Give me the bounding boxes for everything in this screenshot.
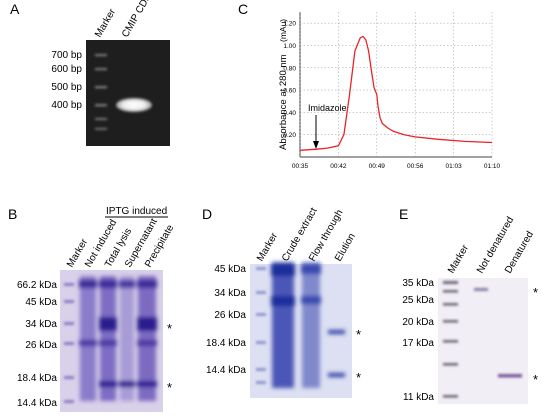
x-tick-label: 00:42 — [330, 163, 347, 170]
marker-lane — [64, 283, 74, 403]
size-label-18: 18.4 kDa — [206, 338, 246, 349]
panel-letter: D — [202, 206, 212, 222]
absorbance-trace — [299, 35, 493, 151]
size-label-66: 66.2 kDa — [17, 280, 57, 291]
size-label-26: 26 kDa — [25, 340, 57, 351]
imidazole-arrow — [313, 115, 319, 149]
size-label-14: 14.4 kDa — [17, 398, 57, 409]
size-label-18: 18.4 kDa — [17, 373, 57, 384]
star-marker: * — [533, 372, 538, 387]
size-label-700: 700 bp — [51, 50, 82, 61]
panel-letter: E — [399, 206, 408, 222]
protein-lanes — [79, 276, 157, 401]
marker-lane — [256, 267, 266, 384]
panel-letter: C — [238, 1, 248, 17]
imidazole-annotation: Imidazole — [308, 103, 347, 113]
size-label-600: 600 bp — [51, 64, 82, 75]
size-label-35: 35 kDa — [402, 278, 434, 289]
y-tick-label: 0.60 — [283, 88, 296, 95]
chromatogram-chart: 0.20 0.40 0.60 0.80 1.00 1.20 00:35 00:42 00:49 0… — [283, 12, 501, 170]
lane-labels: Marker Crude extract Flow through Elutio… — [255, 206, 358, 264]
lane-labels: Marker CMIP CDS — [93, 0, 154, 40]
size-label-34: 34 kDa — [25, 319, 57, 330]
size-label-25: 25 kDa — [402, 295, 434, 306]
size-label-11: 11 kDa — [403, 392, 434, 403]
y-tick-label: 1.00 — [283, 43, 296, 50]
size-label-45: 45 kDa — [214, 264, 246, 275]
panel-b: B — [8, 206, 176, 412]
lane-label-cmip-cds: CMIP CDS — [120, 0, 154, 39]
star-marker: * — [167, 380, 172, 395]
y-tick-label: 0.40 — [283, 110, 296, 117]
size-label-26: 26 kDa — [214, 310, 246, 321]
panel-e: E 35 kDa 25 kDa 20 kDa 17 kDa 11 kDa Mar… — [399, 206, 538, 404]
x-tick-label: 01:03 — [445, 163, 462, 170]
x-tick-label: 00:35 — [292, 163, 309, 170]
x-tick-label: 00:49 — [369, 163, 386, 170]
size-label-34: 34 kDa — [214, 288, 246, 299]
panel-a: A 700 bp 600 bp 500 bp 400 bp Marker CMI… — [10, 0, 170, 146]
size-label-14: 14.4 kDa — [206, 365, 246, 376]
iptg-group-label: IPTG induced — [106, 206, 167, 217]
star-marker: * — [167, 321, 172, 336]
marker-ladder — [95, 54, 107, 130]
lane-label-denatured: Denatured — [503, 230, 536, 276]
panel-letter: B — [8, 206, 17, 222]
lane-labels: Marker Not induced Total lysis Supernata… — [65, 217, 176, 270]
size-label-400: 400 bp — [51, 100, 82, 111]
size-label-45: 45 kDa — [25, 297, 57, 308]
protein-lanes — [271, 262, 345, 388]
size-labels: 700 bp 600 bp 500 bp 400 bp — [51, 50, 82, 111]
lane-labels: Marker Not denatured Denatured — [446, 215, 536, 275]
lane-label-marker: Marker — [446, 242, 471, 275]
y-tick-label: 0.20 — [283, 132, 296, 139]
star-marker: * — [356, 370, 361, 385]
lane-label-elution: Elution — [333, 232, 358, 264]
y-axis-label: Absorbance at 280 nm — [278, 54, 289, 150]
protein-bands — [474, 288, 522, 378]
size-label-20: 20 kDa — [402, 317, 434, 328]
panel-letter: A — [10, 1, 20, 17]
size-label-17: 17 kDa — [402, 338, 434, 349]
x-tick-label: 01:10 — [484, 163, 501, 170]
lane-label-marker: Marker — [255, 230, 280, 263]
y-tick-label: 0.80 — [283, 65, 296, 72]
cmip-cds-band — [116, 98, 152, 112]
size-labels: 35 kDa 25 kDa 20 kDa 17 kDa 11 kDa — [402, 278, 434, 403]
star-marker: * — [356, 327, 361, 342]
size-labels: 66.2 kDa 45 kDa 34 kDa 26 kDa 18.4 kDa 1… — [17, 280, 57, 409]
panel-d: D 45 kDa 34 kDa 26 kDa 18.4 kDa 14.4 kDa — [202, 206, 361, 398]
size-label-500: 500 bp — [51, 82, 82, 93]
marker-lane — [443, 281, 458, 398]
y-tick-label: 1.20 — [283, 21, 296, 28]
panel-c: C Absorbance at 280 nm (mAu) 0.20 0.40 0.6… — [238, 1, 501, 170]
lane-label-marker: Marker — [93, 6, 118, 39]
star-marker: * — [533, 285, 538, 300]
x-tick-label: 00:56 — [407, 163, 424, 170]
y-axis-unit: (mAu) — [278, 19, 288, 42]
size-labels: 45 kDa 34 kDa 26 kDa 18.4 kDa 14.4 kDa — [206, 264, 246, 376]
